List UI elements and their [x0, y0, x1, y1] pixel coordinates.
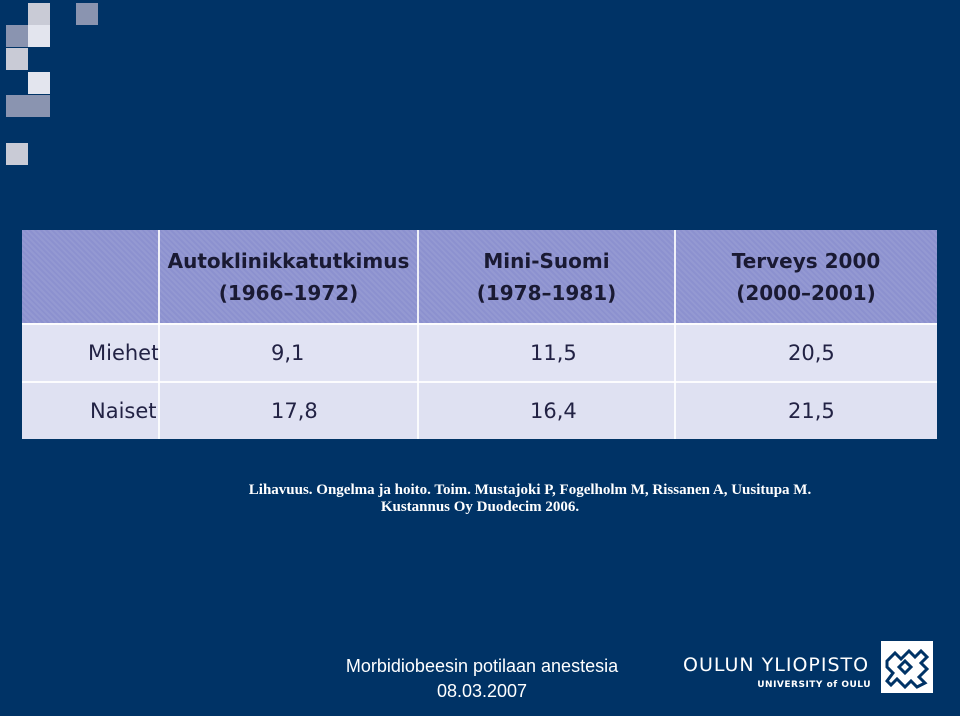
deco-square [28, 72, 50, 94]
deco-square [6, 25, 28, 47]
table-header-row: Autoklinikkatutkimus (1966–1972) Mini-Su… [22, 230, 937, 323]
table-header-cell: Mini-Suomi (1978–1981) [418, 230, 675, 323]
row-label: Naiset [90, 399, 157, 423]
table-header-cell: Terveys 2000 (2000–2001) [675, 230, 937, 323]
row-divider [22, 323, 937, 325]
table-row: Miehet 9,1 11,5 20,5 [22, 325, 937, 381]
deco-square [28, 95, 50, 117]
table-cell: 21,5 [788, 399, 835, 423]
deco-square [28, 25, 50, 47]
header-years: (1966–1972) [218, 280, 359, 305]
university-logo-subname: UNIVERSITY of OULU [757, 680, 871, 690]
deco-square [6, 48, 28, 70]
header-title: Mini-Suomi [483, 248, 610, 273]
university-logo-name: OULUN YLIOPISTO [683, 654, 870, 676]
deco-square [6, 143, 28, 165]
deco-square [76, 3, 98, 25]
header-years: (1978–1981) [476, 280, 617, 305]
university-emblem-icon [881, 641, 933, 693]
table-cell: 16,4 [530, 399, 577, 423]
row-label: Miehet [88, 341, 160, 365]
deco-square [6, 95, 28, 117]
table-cell: 11,5 [530, 341, 577, 365]
column-divider [158, 230, 160, 439]
column-divider [417, 230, 419, 439]
footer-date: 08.03.2007 [436, 681, 528, 701]
deco-square [28, 3, 50, 25]
caption-line-1: Lihavuus. Ongelma ja hoito. Toim. Mustaj… [248, 482, 812, 498]
header-years: (2000–2001) [736, 280, 876, 305]
footer-title: Morbidiobeesin potilaan anestesia [345, 656, 619, 676]
table-row: Naiset 17,8 16,4 21,5 [22, 383, 937, 439]
table-header-cell: Autoklinikkatutkimus (1966–1972) [159, 230, 418, 323]
obesity-prevalence-table: Autoklinikkatutkimus (1966–1972) Mini-Su… [22, 230, 937, 439]
table-cell: 9,1 [271, 341, 305, 365]
caption-line-2: Kustannus Oy Duodecim 2006. [380, 499, 580, 515]
table-cell: 17,8 [271, 399, 318, 423]
citation-caption: Lihavuus. Ongelma ja hoito. Toim. Mustaj… [0, 482, 960, 516]
header-title: Terveys 2000 [731, 248, 881, 273]
header-title: Autoklinikkatutkimus [167, 248, 410, 273]
column-divider [674, 230, 676, 439]
row-divider [22, 381, 937, 383]
table-cell: 20,5 [788, 341, 835, 365]
